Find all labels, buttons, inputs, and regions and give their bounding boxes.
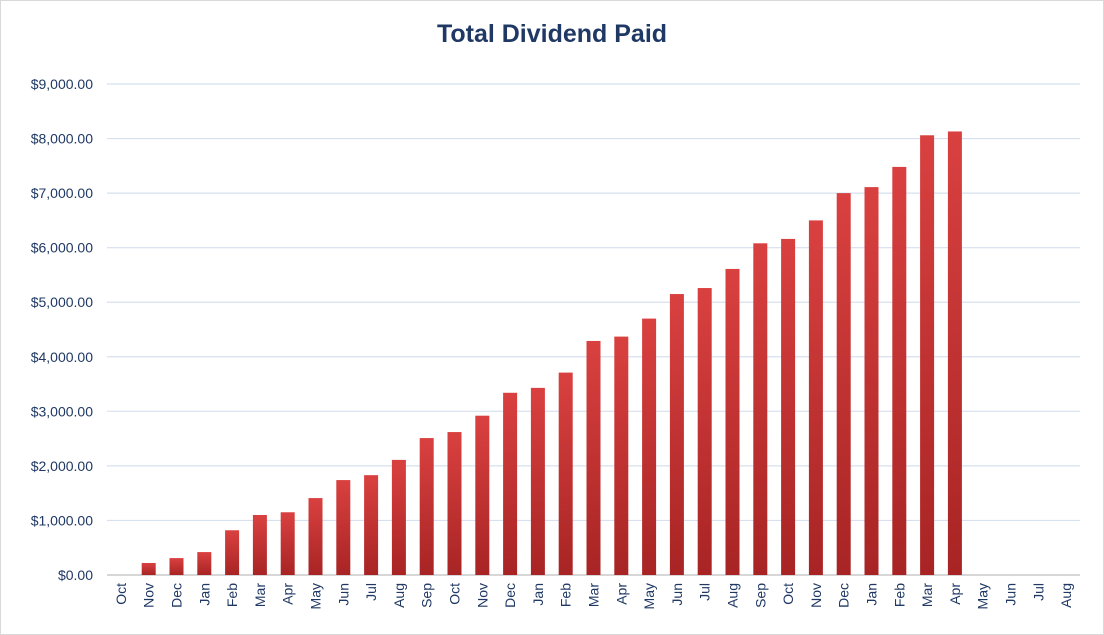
bar	[864, 187, 879, 576]
bar	[475, 415, 490, 575]
bar	[252, 514, 267, 575]
bar	[503, 392, 518, 575]
bar	[225, 530, 240, 575]
y-tick-label: $5,000.00	[31, 294, 93, 310]
x-tick-label: Oct	[447, 583, 463, 605]
x-tick-label: Mar	[586, 583, 602, 607]
x-tick-label: Nov	[808, 583, 824, 608]
x-tick-label: Feb	[891, 583, 907, 607]
x-tick-label: May	[975, 583, 991, 609]
x-tick-label: Jul	[1030, 583, 1046, 601]
y-tick-label: $4,000.00	[31, 349, 93, 365]
x-tick-label: Oct	[780, 583, 796, 605]
x-tick-label: Jul	[697, 583, 713, 601]
bar	[308, 498, 323, 575]
bar	[141, 562, 156, 575]
x-tick-label: Jun	[669, 583, 685, 606]
x-tick-label: Mar	[252, 583, 268, 607]
x-tick-label: Feb	[224, 583, 240, 607]
y-tick-label: $6,000.00	[31, 240, 93, 256]
x-tick-label: Feb	[558, 583, 574, 607]
x-tick-label: May	[641, 583, 657, 609]
x-tick-label: Nov	[141, 583, 157, 608]
y-tick-label: $1,000.00	[31, 512, 93, 528]
bar	[947, 131, 962, 576]
x-tick-label: Dec	[169, 583, 185, 608]
bar	[669, 294, 684, 575]
x-tick-label: Sep	[419, 583, 435, 608]
y-tick-label: $7,000.00	[31, 185, 93, 201]
x-tick-label: Jun	[335, 583, 351, 606]
bar	[391, 459, 406, 575]
chart-title: Total Dividend Paid	[436, 20, 668, 48]
bar	[336, 480, 351, 575]
x-tick-label: Dec	[502, 583, 518, 608]
x-tick-label: Aug	[391, 583, 407, 608]
x-tick-label: Apr	[280, 583, 296, 605]
bar	[169, 558, 184, 575]
x-tick-label: Oct	[113, 583, 129, 605]
y-tick-label: $0.00	[58, 567, 93, 583]
y-tick-label: $8,000.00	[31, 131, 93, 147]
bar	[447, 432, 462, 575]
bar	[530, 387, 545, 575]
x-tick-label: Jan	[196, 583, 212, 606]
y-tick-label: $9,000.00	[31, 76, 93, 92]
x-tick-label: Jun	[1003, 583, 1019, 606]
bar	[364, 475, 379, 575]
x-tick-label: Mar	[919, 583, 935, 607]
bar	[642, 318, 657, 575]
bar	[697, 288, 712, 575]
x-tick-label: Aug	[725, 583, 741, 608]
bar	[781, 238, 796, 575]
bar	[614, 336, 629, 575]
y-tick-label: $2,000.00	[31, 458, 93, 474]
x-tick-label: Dec	[836, 583, 852, 608]
bar	[753, 243, 768, 575]
bar	[280, 512, 295, 575]
x-tick-label: Apr	[613, 583, 629, 605]
x-tick-label: May	[308, 583, 324, 609]
bar	[558, 372, 573, 575]
y-tick-label: $3,000.00	[31, 403, 93, 419]
bar	[920, 135, 935, 575]
x-tick-label: Jul	[363, 583, 379, 601]
bar	[892, 166, 907, 575]
bar	[586, 340, 601, 575]
x-tick-label: Sep	[752, 583, 768, 608]
x-tick-label: Apr	[947, 583, 963, 605]
bar	[419, 438, 434, 575]
x-tick-label: Jan	[864, 583, 880, 606]
x-tick-label: Nov	[474, 583, 490, 608]
bar	[836, 193, 851, 575]
bar	[197, 552, 212, 575]
bar	[725, 268, 740, 575]
x-tick-label: Aug	[1058, 583, 1074, 608]
x-tick-label: Jan	[530, 583, 546, 606]
bar	[808, 220, 823, 575]
